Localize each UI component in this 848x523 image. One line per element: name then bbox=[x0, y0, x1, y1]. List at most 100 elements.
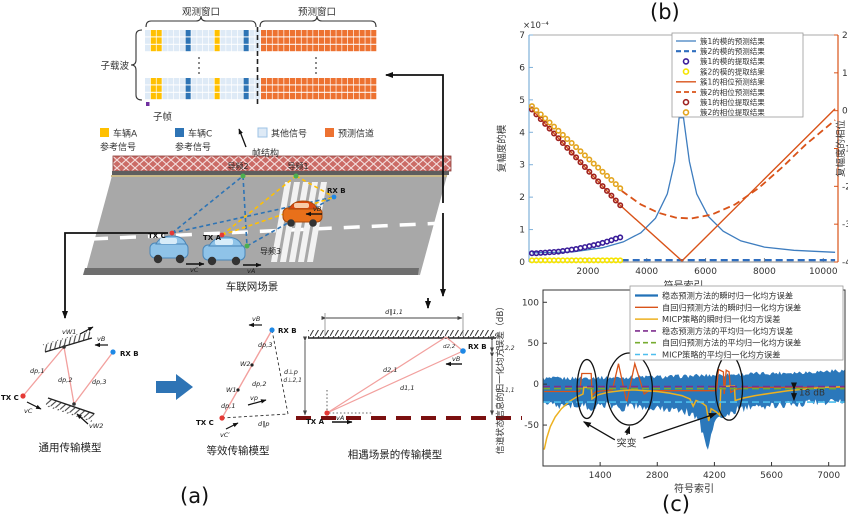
data-marker bbox=[608, 192, 615, 199]
grid-cell bbox=[290, 92, 296, 100]
paths-encounter bbox=[326, 336, 464, 414]
grid-cell bbox=[220, 37, 226, 44]
x-tick-label: 10000 bbox=[809, 267, 838, 277]
grid-cell bbox=[220, 30, 226, 37]
grid-cell bbox=[185, 92, 191, 100]
grid-cell bbox=[249, 30, 255, 37]
grid-cell bbox=[295, 92, 301, 100]
grid-cell bbox=[284, 85, 290, 92]
grid-cell bbox=[162, 37, 168, 44]
data-marker bbox=[590, 160, 597, 167]
right-y-tick-label: 200 bbox=[842, 31, 848, 41]
grid-cell bbox=[301, 85, 307, 92]
right-y-tick-label: -400 bbox=[842, 258, 848, 268]
brick-wall bbox=[112, 155, 452, 172]
grid-cell bbox=[214, 37, 220, 44]
subframe-label: 子帧 bbox=[153, 111, 173, 123]
dim-left-label: d⊥2,1 bbox=[283, 377, 302, 384]
grid-cell bbox=[365, 85, 371, 92]
grid-cell bbox=[278, 85, 284, 92]
grid-cell bbox=[371, 44, 377, 52]
y-axis-label: 信道状态信息的归一化均方误差（dB） bbox=[494, 302, 506, 454]
annotation-arrow bbox=[582, 421, 616, 441]
data-marker bbox=[603, 172, 610, 179]
pilot3-dot bbox=[244, 243, 250, 249]
x-tick-label: 2800 bbox=[646, 471, 669, 481]
grid-cell bbox=[284, 92, 290, 100]
grid-cell bbox=[336, 92, 342, 100]
reflector-wall-2 bbox=[45, 397, 95, 422]
subcarrier-brace bbox=[130, 29, 143, 101]
right-y-tick-label: -100 bbox=[842, 145, 848, 155]
grid-cell bbox=[214, 30, 220, 37]
grid-cell bbox=[290, 30, 296, 37]
grid-cell bbox=[365, 92, 371, 100]
grid-cell bbox=[284, 37, 290, 44]
grid-cell bbox=[249, 78, 255, 85]
panel-a-diagram: 观测窗口 预测窗口 子载波 子帧 车辆A 参考信号 车辆C 参考信号 其他信号 … bbox=[1, 6, 522, 461]
grid-cell bbox=[174, 30, 180, 37]
grid-cell bbox=[307, 30, 313, 37]
grid-cell bbox=[278, 92, 284, 100]
grid-cell bbox=[168, 92, 174, 100]
grid-cell bbox=[290, 85, 296, 92]
data-marker bbox=[573, 144, 580, 151]
legend-label: 预测信道 bbox=[338, 128, 374, 140]
data-marker bbox=[581, 163, 588, 170]
legend-swatch-other bbox=[257, 127, 268, 138]
grid-cell bbox=[266, 44, 272, 52]
x-tick-label: 1400 bbox=[589, 471, 612, 481]
grid-cell bbox=[226, 85, 232, 92]
grid-cell bbox=[359, 37, 365, 44]
grid-cell bbox=[336, 44, 342, 52]
grid-cell bbox=[249, 85, 255, 92]
grid-cell bbox=[179, 85, 185, 92]
grid-cell bbox=[226, 92, 232, 100]
v-a-label: vA bbox=[247, 267, 255, 275]
grid-cell bbox=[174, 85, 180, 92]
annotation-ellipse bbox=[576, 358, 598, 420]
series-markers bbox=[528, 257, 624, 264]
grid-cell bbox=[220, 44, 226, 52]
grid-cell bbox=[307, 92, 313, 100]
d-p2-label: dp,2 bbox=[252, 380, 266, 388]
grid-cell bbox=[301, 78, 307, 85]
data-marker bbox=[555, 135, 562, 142]
legend-label: 车辆A bbox=[113, 128, 138, 140]
grid-cell bbox=[330, 37, 336, 44]
grid-cell bbox=[203, 78, 209, 85]
grid-cell bbox=[185, 78, 191, 85]
grid-cell bbox=[150, 78, 156, 85]
annotation-ellipse bbox=[606, 352, 654, 426]
grid-cell bbox=[232, 92, 238, 100]
d-p1-label: dp,1 bbox=[221, 402, 235, 410]
legend-label: 其他信号 bbox=[271, 128, 307, 140]
grid-cell bbox=[261, 44, 267, 52]
grid-cell bbox=[365, 44, 371, 52]
y-tick-label: 100 bbox=[522, 298, 539, 308]
legend-item-label: 簇1的相位预测结果 bbox=[700, 77, 765, 87]
grid-cell bbox=[145, 37, 151, 44]
v-b-label: vB bbox=[252, 315, 261, 323]
grid-cell bbox=[179, 37, 185, 44]
grid-cell bbox=[342, 78, 348, 85]
grid-cell bbox=[348, 37, 354, 44]
grid-cell bbox=[220, 85, 226, 92]
grid-cell bbox=[168, 44, 174, 52]
grid-cell bbox=[208, 44, 214, 52]
d-p2-label: dp,2 bbox=[58, 376, 72, 384]
grid-cell bbox=[353, 44, 359, 52]
txc-dot bbox=[20, 393, 26, 399]
grid-cell bbox=[295, 44, 301, 52]
x-tick-label: 4000 bbox=[635, 267, 658, 277]
txc-label: TX C bbox=[1, 394, 19, 402]
grid-cell bbox=[359, 78, 365, 85]
rx-b-antenna-dot bbox=[331, 194, 337, 200]
grid-cell bbox=[261, 30, 267, 37]
data-marker bbox=[533, 107, 540, 114]
legend-item-label: 簇2的相位提取结果 bbox=[700, 107, 765, 117]
legend-item-label: 稳态预测方法的平均归一化均方误差 bbox=[662, 326, 793, 336]
legend-item-label: 簇2的相位预测结果 bbox=[700, 87, 765, 97]
grid-cell bbox=[371, 30, 377, 37]
grid-cell bbox=[365, 78, 371, 85]
